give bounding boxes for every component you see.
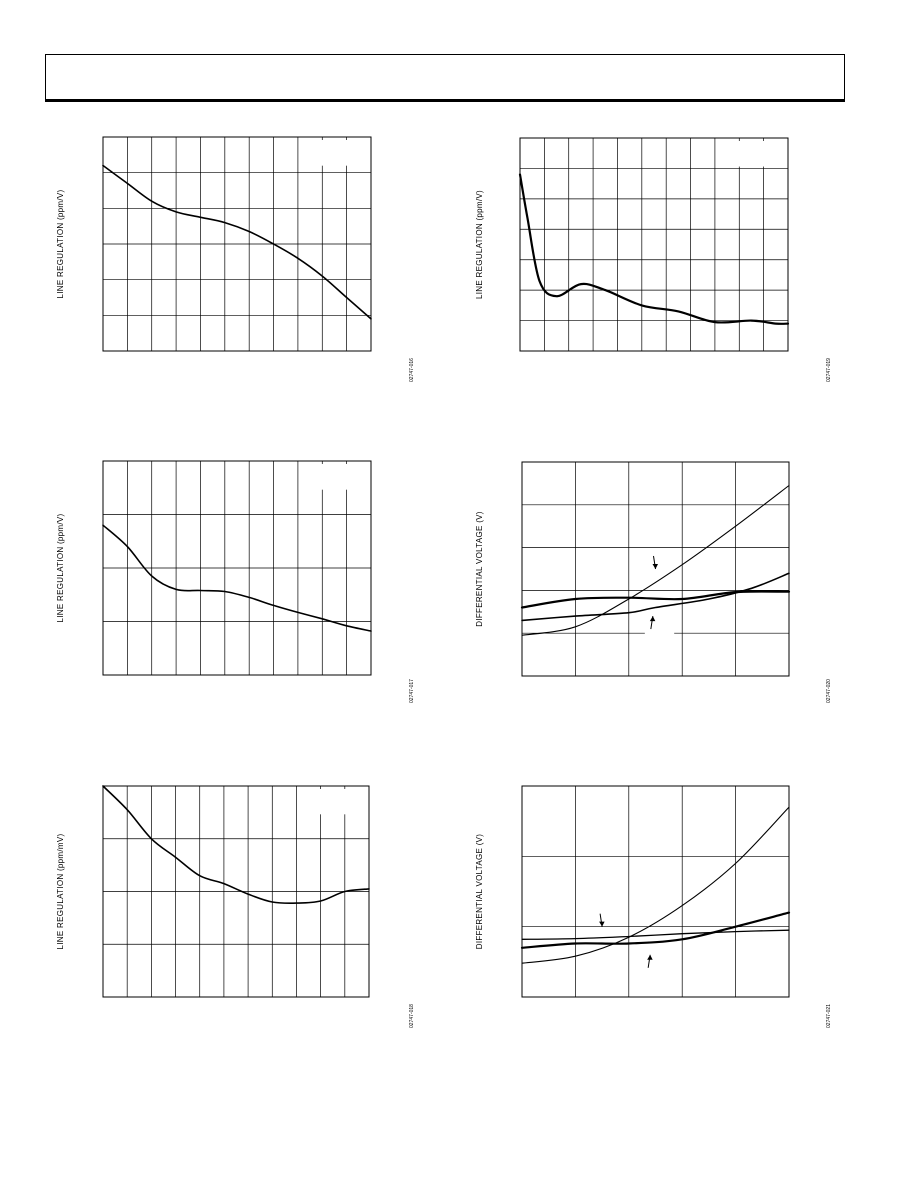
chart-differential-voltage-1: DIFFERENTIAL VOLTAGE (V) 02747-020 (475, 461, 832, 703)
series-line-1 (518, 173, 790, 325)
plot-frame (519, 137, 789, 352)
plot-frame (521, 461, 790, 677)
series-line-3 (521, 572, 790, 622)
annotation-arrow-head (647, 954, 653, 960)
chart-line-regulation-2: LINE REGULATION (ppm/V) 02747-019 (475, 137, 832, 382)
y-axis-label: DIFFERENTIAL VOLTAGE (V) (475, 511, 484, 627)
figure-code: 02747-018 (409, 1004, 415, 1028)
annotation-arrow-head (649, 616, 656, 622)
series-line-1 (521, 484, 790, 636)
annotation-arrow-head (599, 921, 605, 927)
plot-frame (521, 785, 790, 998)
series-line-3 (520, 911, 791, 949)
annotation-arrow-head (652, 564, 658, 569)
legend-area (299, 789, 366, 815)
y-axis-label: LINE REGULATION (ppm/V) (56, 513, 65, 622)
figure-code: 02747-016 (409, 358, 415, 382)
series-line-1 (102, 164, 372, 320)
legend-area (300, 464, 368, 490)
chart-line-regulation-4: LINE REGULATION (ppm/mV) 02747-018 (56, 785, 415, 1028)
figure-code: 02747-017 (409, 679, 415, 703)
plot-frame (102, 460, 372, 676)
y-axis-label: LINE REGULATION (ppm/V) (56, 189, 65, 298)
plot-frame (102, 136, 372, 352)
label-area (644, 631, 675, 642)
page-header-frame (45, 54, 845, 102)
chart-differential-voltage-2: DIFFERENTIAL VOLTAGE (V) 02747-021 (475, 785, 832, 1028)
y-axis-label: LINE REGULATION (ppm/V) (475, 190, 484, 299)
legend-area (300, 140, 368, 166)
chart-line-regulation-3: LINE REGULATION (ppm/V) 02747-017 (56, 460, 415, 703)
y-axis-label: DIFFERENTIAL VOLTAGE (V) (475, 834, 484, 950)
legend-area (717, 141, 785, 167)
series-line-1 (521, 806, 790, 964)
chart-line-regulation-1: LINE REGULATION (ppm/V) 02747-016 (56, 136, 415, 382)
series-line-2 (521, 929, 790, 940)
figure-code: 02747-020 (826, 679, 832, 703)
series-line-2 (520, 590, 791, 609)
figure-code: 02747-019 (826, 358, 832, 382)
series-line-1 (102, 524, 372, 632)
figure-code: 02747-021 (826, 1004, 832, 1028)
y-axis-label: LINE REGULATION (ppm/mV) (56, 833, 65, 949)
plot-frame (102, 785, 370, 998)
series-line-1 (102, 785, 370, 905)
